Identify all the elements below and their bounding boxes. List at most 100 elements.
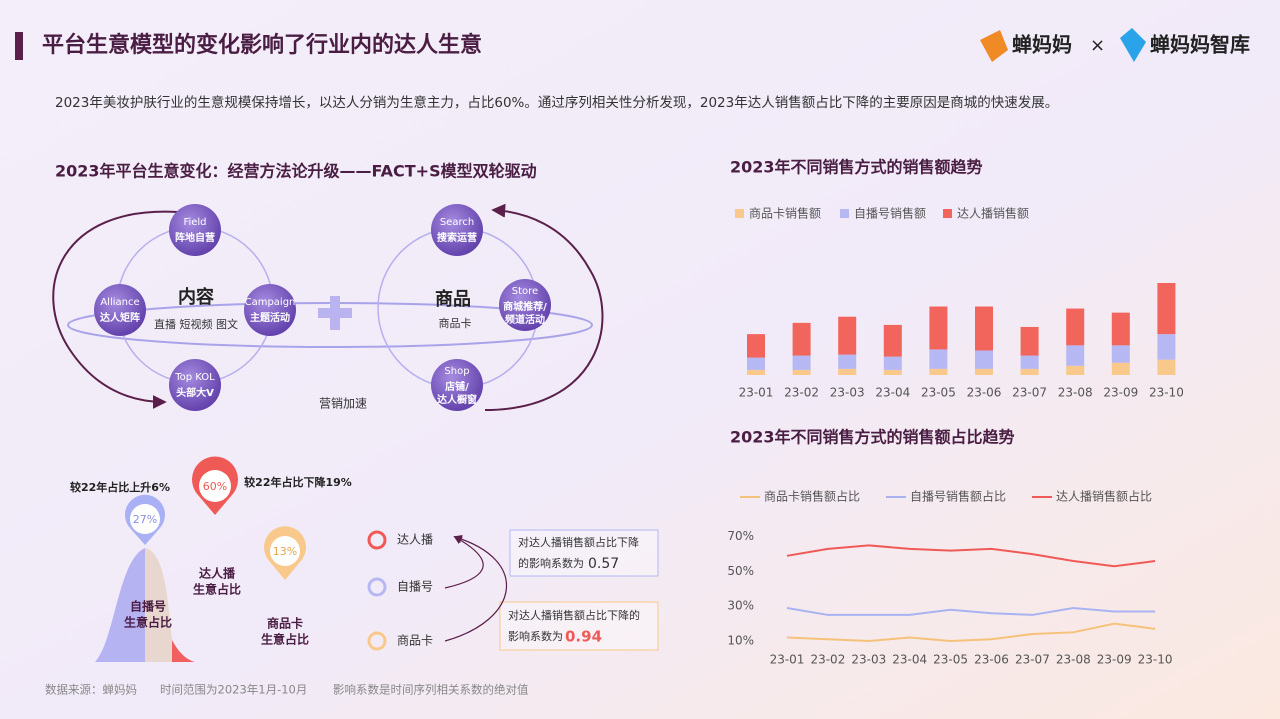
line-series — [786, 606, 1156, 616]
bar-segment — [838, 368, 857, 375]
chart-title: 2023年不同销售方式的销售额占比趋势 — [730, 428, 1015, 447]
x-tick-label: 23-01 — [739, 386, 774, 400]
node-en: Store — [512, 286, 538, 297]
diagram-shapes — [52, 203, 604, 411]
logo: 蝉妈妈 — [1012, 33, 1072, 57]
x-tick-label: 23-06 — [967, 386, 1002, 400]
footer: 时间范围为2023年1月-10月 — [160, 683, 307, 697]
node — [244, 284, 296, 336]
node-en: Field — [183, 217, 206, 228]
bar-segment — [975, 368, 993, 375]
bar-segment — [1111, 362, 1130, 375]
y-tick-label: 70% — [727, 529, 754, 543]
node-en: Alliance — [100, 297, 139, 308]
bar-segment — [929, 306, 948, 350]
box-text: 的影响系数为 — [518, 556, 584, 570]
node-zh: 频道活动 — [505, 313, 545, 326]
bar-segment — [929, 368, 948, 375]
share-legend: 达人播 — [397, 533, 433, 547]
footer: 数据来源：蝉妈妈 — [45, 683, 137, 697]
pin-label: 13% — [273, 545, 297, 558]
x-tick-label: 23-04 — [875, 386, 910, 400]
bar-segment — [1111, 345, 1130, 363]
node-zh: 头部大V — [176, 386, 214, 399]
line-series — [786, 622, 1156, 643]
box-text: 对达人播销售额占比下降 — [518, 535, 639, 549]
x-tick-label: 23-04 — [892, 653, 927, 667]
share-legend: 自播号 — [397, 580, 433, 594]
subtitle: 2023年美妆护肤行业的生意规模保持增长，以达人分销为生意主力，占比60%。通过… — [55, 94, 1058, 111]
node-zh: 阵地自营 — [175, 231, 215, 244]
x-tick-label: 23-08 — [1058, 386, 1093, 400]
legend-label: 达人播销售额占比 — [1056, 489, 1152, 504]
bar-segment — [1020, 368, 1039, 375]
bar-segment — [1157, 359, 1176, 375]
legend-label: 自播号销售额占比 — [910, 489, 1006, 504]
box-text: 对达人播销售额占比下降的 — [508, 608, 640, 622]
legend-label: 达人播销售额 — [957, 206, 1029, 221]
bar-segment — [792, 369, 811, 375]
box-value: 0.57 — [588, 556, 619, 572]
legend-swatch — [735, 209, 744, 218]
bar-segment — [838, 354, 857, 369]
node-zh: 商城推荐/ — [503, 300, 547, 313]
line-series — [786, 544, 1156, 568]
bar-segment — [792, 322, 811, 356]
product-sub: 商品卡 — [439, 316, 472, 330]
x-tick-label: 23-07 — [1012, 386, 1047, 400]
legend-swatch — [943, 209, 952, 218]
share-label: 生意占比 — [261, 632, 309, 647]
bar-segment — [792, 355, 811, 370]
bar-segment — [747, 357, 765, 370]
x-tick-label: 23-06 — [974, 653, 1009, 667]
x-tick-label: 23-09 — [1097, 653, 1132, 667]
title-bar — [15, 32, 23, 60]
bar-segment — [1066, 345, 1085, 366]
product-label: 商品 — [435, 288, 471, 310]
node-en: Shop — [444, 366, 469, 377]
bar-segment — [1066, 308, 1085, 346]
bar-segment — [1020, 355, 1039, 369]
node — [169, 359, 221, 411]
node-zh: 达人橱窗 — [437, 393, 477, 406]
node — [431, 204, 483, 256]
legend-label: 商品卡销售额占比 — [764, 489, 860, 504]
node-en: Search — [440, 217, 474, 228]
bar-segment — [1111, 312, 1130, 346]
x-tick-label: 23-03 — [830, 386, 865, 400]
bar-segment — [1020, 326, 1039, 356]
pin-label: 60% — [203, 480, 227, 493]
footer: 影响系数是时间序列相关系数的绝对值 — [333, 683, 529, 697]
node — [169, 204, 221, 256]
accelerate-label: 营销加速 — [319, 397, 367, 411]
box-value: 0.94 — [565, 628, 602, 646]
x-tick-label: 23-10 — [1138, 653, 1173, 667]
x-tick-label: 23-05 — [933, 653, 968, 667]
legend-label: 商品卡销售额 — [749, 206, 821, 221]
y-tick-label: 30% — [727, 599, 754, 613]
x-tick-label: 23-02 — [810, 653, 845, 667]
bar-segment — [883, 369, 902, 375]
x-tick-label: 23-02 — [784, 386, 819, 400]
bar-segment — [1066, 365, 1085, 375]
bar-segment — [929, 349, 948, 369]
down-note: 较22年占比下降19% — [244, 475, 352, 489]
x-tick-label: 23-08 — [1056, 653, 1091, 667]
content-sub: 直播 短视频 图文 — [154, 317, 238, 331]
node — [94, 284, 146, 336]
share-shapes — [95, 456, 659, 662]
logo2: 蝉妈妈智库 — [1150, 33, 1250, 57]
logo2-icon — [1120, 28, 1146, 62]
node — [499, 279, 551, 331]
share-label: 生意占比 — [193, 582, 241, 597]
bar-segment — [838, 316, 857, 355]
x-tick-label: 23-07 — [1015, 653, 1050, 667]
x-tick-label: 23-03 — [851, 653, 886, 667]
y-tick-label: 10% — [727, 634, 754, 648]
share-label: 达人播 — [199, 566, 236, 581]
bar-segment — [747, 369, 765, 375]
legend-label: 自播号销售额 — [854, 206, 926, 221]
legend-swatch — [840, 209, 849, 218]
bar-segment — [1157, 283, 1176, 335]
